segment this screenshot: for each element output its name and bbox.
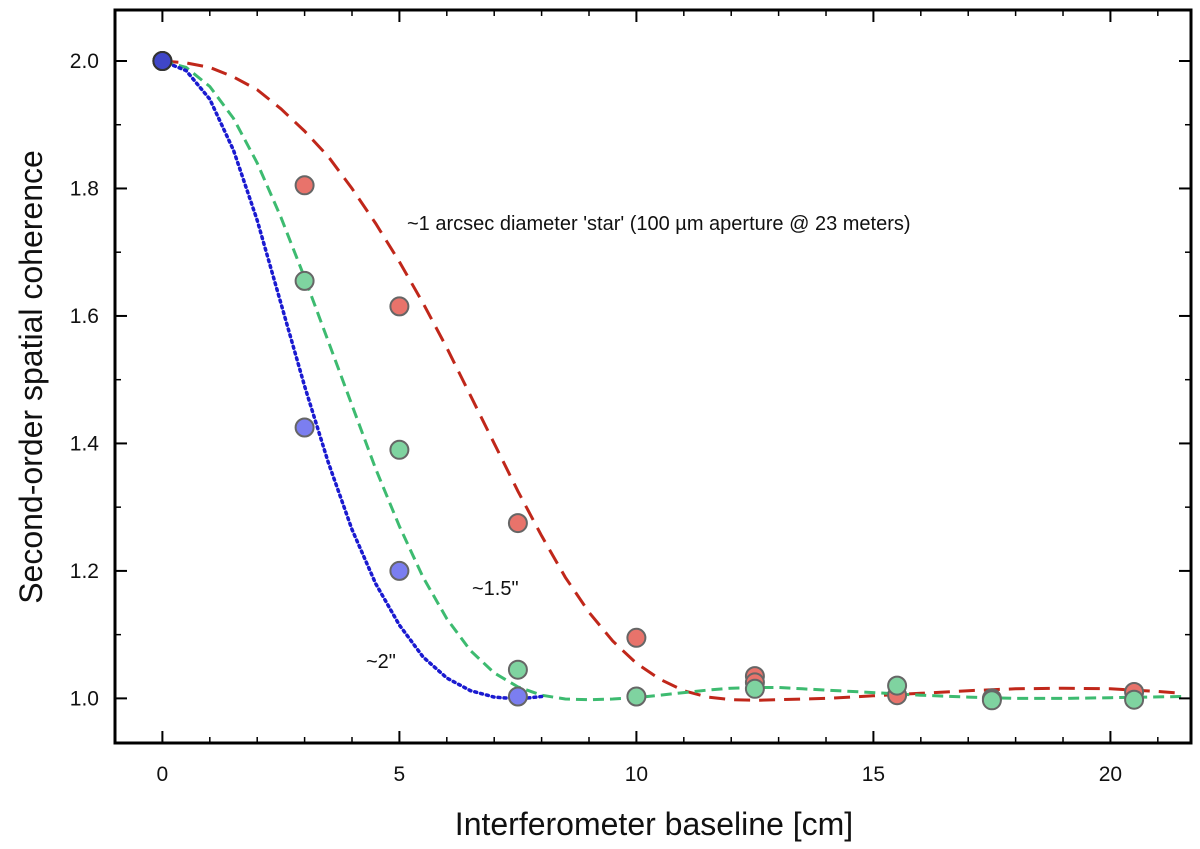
axis-ticks — [115, 10, 1191, 743]
data-point-series-3 — [389, 560, 410, 581]
x-axis-title: Interferometer baseline [cm] — [455, 806, 853, 842]
plot-frame — [113, 8, 1193, 745]
origin-point — [152, 51, 173, 71]
y-tick-label: 2.0 — [70, 50, 99, 73]
fit-curve-1 — [162, 59, 1182, 702]
y-axis-title: Second-order spatial coherence — [13, 150, 49, 604]
annotation-1arcsec: ~1 arcsec diameter 'star' (100 µm apertu… — [407, 213, 911, 235]
data-point-series-2 — [389, 439, 410, 460]
data-point-series-2 — [294, 270, 315, 291]
data-points — [152, 51, 1145, 711]
data-point-series-3 — [294, 417, 315, 438]
x-tick-label: 10 — [625, 763, 648, 786]
y-tick-label: 1.8 — [70, 177, 99, 200]
y-tick-label: 1.0 — [70, 687, 99, 710]
data-point-series-2 — [507, 659, 528, 680]
y-tick-label: 1.2 — [70, 560, 99, 583]
annotation-1-5arcsec: ~1.5" — [472, 578, 519, 600]
data-point-series-2 — [626, 686, 647, 707]
fit-curve-3 — [160, 59, 544, 701]
x-tick-label: 15 — [862, 763, 885, 786]
axis-tick-labels: 0 5 10 15 20 1.0 1.2 1.4 1.6 1.8 2.0 — [70, 50, 1122, 786]
data-point-series-1 — [507, 513, 528, 534]
x-tick-label: 5 — [394, 763, 406, 786]
x-tick-label: 0 — [157, 763, 169, 786]
data-point-series-1 — [294, 175, 315, 196]
data-point-series-2 — [981, 690, 1002, 711]
annotation-2arcsec: ~2" — [366, 651, 396, 673]
fit-curve-2 — [162, 59, 1182, 702]
y-tick-label: 1.4 — [70, 432, 100, 455]
data-point-series-1 — [626, 627, 647, 648]
x-tick-label: 20 — [1099, 763, 1122, 786]
data-point-series-1 — [389, 296, 410, 317]
data-point-series-2 — [744, 678, 765, 699]
data-point-series-3 — [507, 686, 528, 707]
data-point-series-2 — [887, 675, 908, 696]
data-point-series-2 — [1124, 689, 1145, 710]
fit-curves — [160, 59, 1182, 702]
y-tick-label: 1.6 — [70, 305, 99, 328]
